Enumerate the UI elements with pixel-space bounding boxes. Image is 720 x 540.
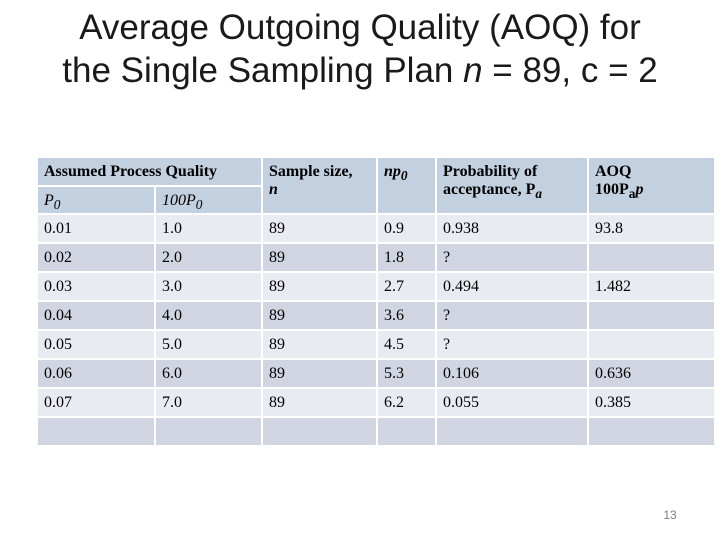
cell-pa: ?: [437, 331, 587, 359]
header-aoq: AOQ 100Pap: [589, 158, 714, 214]
cell-p0: 0.04: [38, 302, 154, 330]
header-np0: np0: [378, 158, 435, 214]
table-row: 0.07 7.0 89 6.2 0.055 0.385: [38, 389, 714, 417]
header-probability-line-1: Probability of: [443, 163, 538, 180]
header-row-1: Assumed Process Quality Sample size, n np…: [38, 158, 714, 214]
table-row-empty: [38, 418, 714, 446]
cell-100p0: 1.0: [156, 215, 261, 243]
cell-p0: 0.07: [38, 389, 154, 417]
table-row: 0.02 2.0 89 1.8 ?: [38, 244, 714, 272]
cell-pa: ?: [437, 244, 587, 272]
title-line-2-prefix: the Single Sampling Plan: [62, 51, 464, 90]
header-100p0-subscript: 0: [195, 197, 203, 213]
cell-p0: [38, 418, 154, 446]
header-aoq-subscript: a: [628, 186, 636, 202]
header-assumed-process-quality: Assumed Process Quality: [38, 158, 261, 185]
slide-title: Average Outgoing Quality (AOQ) for the S…: [0, 6, 720, 92]
cell-pa: 0.938: [437, 215, 587, 243]
header-100p0-label: 100P: [162, 192, 196, 209]
cell-np0: 3.6: [378, 302, 435, 330]
cell-np0: 1.8: [378, 244, 435, 272]
header-p0: P0: [38, 187, 154, 214]
cell-sample-size: 89: [263, 215, 376, 243]
cell-sample-size: 89: [263, 302, 376, 330]
cell-p0: 0.03: [38, 273, 154, 301]
cell-p0: 0.06: [38, 360, 154, 388]
header-p0-label: P: [44, 192, 54, 209]
cell-100p0: 6.0: [156, 360, 261, 388]
cell-100p0: 4.0: [156, 302, 261, 330]
title-line-2: the Single Sampling Plan n = 89, c = 2: [0, 49, 720, 92]
title-line-1: Average Outgoing Quality (AOQ) for: [79, 8, 641, 47]
aoq-table: Assumed Process Quality Sample size, n np…: [36, 156, 716, 447]
cell-100p0: 5.0: [156, 331, 261, 359]
cell-100p0: 3.0: [156, 273, 261, 301]
title-n-symbol: n: [463, 51, 483, 90]
header-probability-acceptance: Probability of acceptance, Pa: [437, 158, 587, 214]
cell-aoq: [589, 418, 714, 446]
table-row: 0.01 1.0 89 0.9 0.938 93.8: [38, 215, 714, 243]
cell-100p0: [156, 418, 261, 446]
header-sample-size-label: Sample size,: [269, 163, 353, 180]
header-aoq-line-2: 100P: [595, 181, 629, 198]
cell-np0: 4.5: [378, 331, 435, 359]
cell-pa: 0.494: [437, 273, 587, 301]
cell-sample-size: 89: [263, 360, 376, 388]
cell-100p0: 7.0: [156, 389, 261, 417]
cell-pa: ?: [437, 302, 587, 330]
header-100p0: 100P0: [156, 187, 261, 214]
cell-np0: 0.9: [378, 215, 435, 243]
cell-aoq: 93.8: [589, 215, 714, 243]
header-row-2: P0 100P0: [38, 187, 714, 214]
header-np0-label: np: [384, 163, 401, 180]
cell-sample-size: 89: [263, 331, 376, 359]
table-row: 0.04 4.0 89 3.6 ?: [38, 302, 714, 330]
cell-p0: 0.05: [38, 331, 154, 359]
header-p0-subscript: 0: [53, 197, 61, 213]
header-sample-size-symbol: n: [269, 181, 278, 198]
cell-pa: 0.106: [437, 360, 587, 388]
cell-pa: [437, 418, 587, 446]
cell-sample-size: [263, 418, 376, 446]
cell-sample-size: 89: [263, 389, 376, 417]
header-sample-size: Sample size, n: [263, 158, 376, 214]
cell-sample-size: 89: [263, 273, 376, 301]
table-row: 0.03 3.0 89 2.7 0.494 1.482: [38, 273, 714, 301]
page-number: 13: [663, 508, 677, 522]
cell-aoq: [589, 302, 714, 330]
cell-aoq: [589, 244, 714, 272]
cell-np0: 5.3: [378, 360, 435, 388]
cell-p0: 0.01: [38, 215, 154, 243]
table-row: 0.05 5.0 89 4.5 ?: [38, 331, 714, 359]
cell-aoq: 1.482: [589, 273, 714, 301]
header-probability-subscript: a: [535, 186, 543, 202]
cell-aoq: 0.385: [589, 389, 714, 417]
header-probability-line-2: acceptance, P: [443, 181, 536, 198]
table-row: 0.06 6.0 89 5.3 0.106 0.636: [38, 360, 714, 388]
title-line-2-rest: = 89, c = 2: [482, 51, 658, 90]
header-np0-subscript: 0: [400, 168, 408, 184]
cell-p0: 0.02: [38, 244, 154, 272]
cell-np0: 6.2: [378, 389, 435, 417]
header-aoq-p: p: [635, 181, 644, 198]
cell-pa: 0.055: [437, 389, 587, 417]
cell-sample-size: 89: [263, 244, 376, 272]
cell-np0: 2.7: [378, 273, 435, 301]
cell-100p0: 2.0: [156, 244, 261, 272]
header-aoq-line-1: AOQ: [595, 163, 632, 180]
cell-aoq: [589, 331, 714, 359]
cell-np0: [378, 418, 435, 446]
cell-aoq: 0.636: [589, 360, 714, 388]
